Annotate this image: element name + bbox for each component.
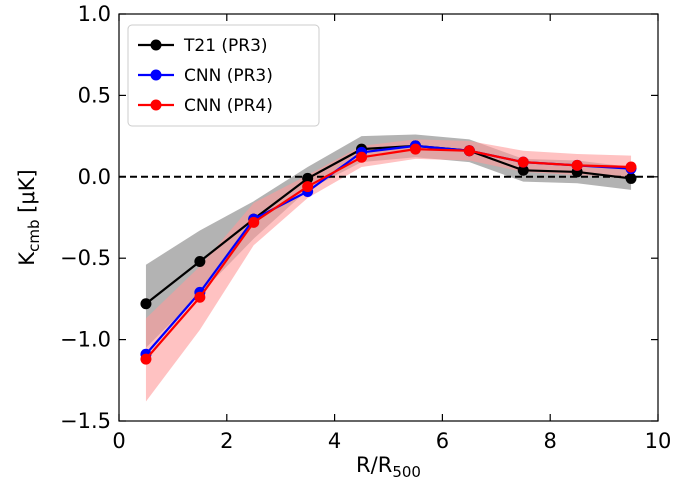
point-t21-pr3 [625, 172, 637, 184]
series-lines [140, 140, 637, 365]
point-cnn-pr4 [625, 161, 637, 173]
y-tick-label: 0.5 [78, 83, 111, 107]
line-t21-pr3 [145, 144, 632, 305]
point-cnn-pr4 [356, 151, 368, 163]
y-tick-label: 0.0 [78, 165, 111, 189]
point-cnn-pr4 [194, 291, 206, 303]
x-tick-label: 10 [645, 429, 672, 453]
y-tick-label: −0.5 [60, 246, 111, 270]
x-axis-label: R/R500 [356, 453, 421, 481]
point-t21-pr3 [517, 164, 529, 176]
x-tick-label: 6 [436, 429, 449, 453]
legend-entry-t21-pr3: T21 (PR3) [138, 36, 268, 56]
point-cnn-pr4 [248, 216, 260, 228]
tick-labels: 0 2 4 6 8 10 −1.5 −1.0 −0.5 0.0 0.5 1.0 [60, 2, 671, 453]
x-tick-label: 0 [112, 429, 125, 453]
point-cnn-pr4 [409, 143, 421, 155]
legend-marker [150, 99, 162, 111]
y-tick-label: 1.0 [78, 2, 111, 26]
legend-marker [150, 69, 162, 81]
point-cnn-pr4 [571, 159, 583, 171]
error-bands [145, 134, 632, 402]
legend-label: CNN (PR4) [184, 96, 273, 116]
y-axis-label-unit: [μK] [15, 169, 39, 219]
band-cnn-pr4 [145, 139, 632, 402]
point-cnn-pr4 [463, 145, 475, 157]
legend-entry-cnn-pr3: CNN (PR3) [138, 66, 273, 86]
x-axis-label-sub: 500 [392, 463, 421, 481]
point-cnn-pr4 [140, 353, 152, 365]
point-t21-pr3 [302, 172, 314, 184]
x-axis-label-main: R/R [356, 453, 392, 477]
series-cnn-pr4 [140, 143, 637, 365]
x-tick-label: 8 [544, 429, 557, 453]
legend-entry-cnn-pr4: CNN (PR4) [138, 96, 273, 116]
point-t21-pr3 [194, 255, 206, 267]
y-axis-label-sub: cmb [25, 220, 43, 252]
y-tick-label: −1.0 [60, 328, 111, 352]
legend-label: T21 (PR3) [183, 36, 268, 56]
plot-frame [118, 13, 659, 422]
point-cnn-pr4 [302, 181, 314, 193]
x-tick-label: 4 [328, 429, 341, 453]
y-tick-label: −1.5 [60, 409, 111, 433]
legend-box [127, 24, 320, 127]
point-cnn-pr4 [517, 156, 529, 168]
legend-label: CNN (PR3) [184, 66, 273, 86]
legend-marker [150, 39, 162, 51]
legend: T21 (PR3) CNN (PR3) CNN (PR4) [127, 24, 320, 127]
y-axis-label: Kcmb [μK] [15, 169, 43, 265]
axis-ticks [118, 13, 659, 422]
x-tick-label: 2 [220, 429, 233, 453]
line-cnn-pr4 [145, 148, 632, 360]
point-t21-pr3 [140, 298, 152, 310]
y-axis-label-main: K [15, 251, 39, 266]
